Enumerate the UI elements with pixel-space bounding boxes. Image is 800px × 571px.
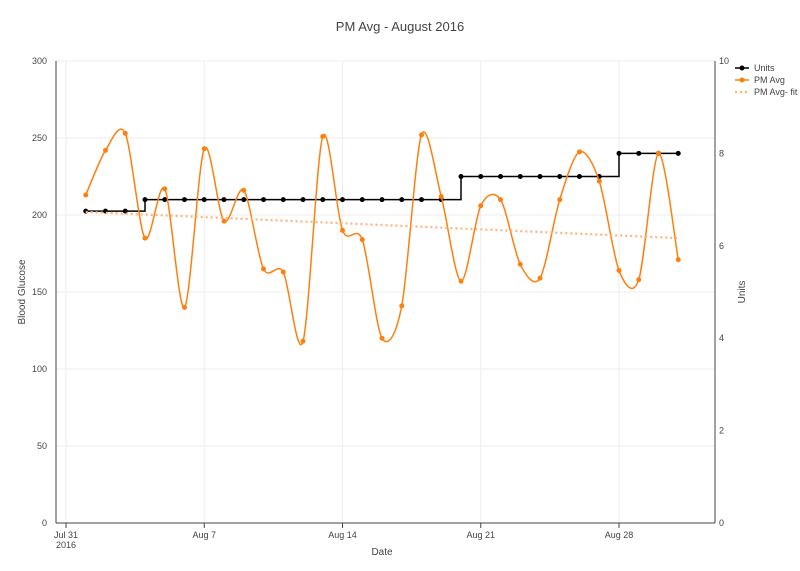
data-point-pm-avg <box>300 338 306 344</box>
y2-tick-label: 0 <box>719 518 724 528</box>
data-point-pm-avg <box>438 194 444 200</box>
data-point-pm-avg <box>577 149 582 155</box>
data-point-units <box>517 174 523 179</box>
y-tick-label: 300 <box>32 56 47 66</box>
data-point-units <box>577 174 582 179</box>
legend-label-units: Units <box>754 63 775 73</box>
data-point-pm-avg <box>122 130 128 136</box>
data-point-pm-avg <box>419 132 424 138</box>
y-tick-label: 250 <box>32 133 47 143</box>
data-point-units <box>261 197 266 203</box>
y-tick-label: 150 <box>32 287 47 297</box>
data-point-units <box>182 197 187 203</box>
chart-title: PM Avg - August 2016 <box>336 19 464 34</box>
data-point-units <box>616 150 622 156</box>
data-point-pm-avg <box>458 278 464 284</box>
y2-tick-label: 4 <box>719 333 724 343</box>
data-point-units <box>675 150 681 156</box>
data-point-units <box>122 208 128 214</box>
data-point-pm-avg <box>498 197 503 203</box>
data-point-units <box>221 197 227 203</box>
data-point-units <box>419 197 424 203</box>
series-line-pm-avg-fit <box>85 210 679 240</box>
y-tick-label: 200 <box>32 210 47 220</box>
x-tick-label: Aug 28 <box>605 530 634 540</box>
data-point-pm-avg <box>182 304 187 310</box>
data-point-pm-avg <box>103 147 108 153</box>
data-point-pm-avg <box>320 133 326 139</box>
y-tick-label: 0 <box>42 518 47 528</box>
data-point-units <box>162 197 168 203</box>
legend-marker-pm-avg <box>739 77 745 83</box>
x-tick-label: Aug 21 <box>466 530 495 540</box>
x-tick-label: Aug 7 <box>192 530 216 540</box>
data-point-pm-avg <box>557 197 563 203</box>
data-point-pm-avg <box>261 266 266 272</box>
data-point-pm-avg <box>241 187 247 193</box>
y-tick-label: 50 <box>37 441 47 451</box>
data-point-pm-avg <box>280 269 286 275</box>
data-point-units <box>300 197 306 203</box>
data-point-pm-avg <box>340 227 345 233</box>
plot-area <box>83 128 681 346</box>
legend-label-pm-avg: PM Avg <box>754 75 785 85</box>
y2-tick-label: 2 <box>719 426 724 436</box>
y2-tick-label: 10 <box>719 56 729 66</box>
data-point-units <box>399 197 405 203</box>
data-point-pm-avg <box>675 257 681 263</box>
data-point-pm-avg <box>478 203 484 209</box>
legend-marker-units <box>739 65 745 71</box>
data-point-units <box>498 174 503 179</box>
data-point-pm-avg <box>379 335 385 341</box>
data-point-units <box>537 174 543 179</box>
data-point-pm-avg <box>636 277 642 283</box>
data-point-units <box>379 197 385 203</box>
data-point-units <box>557 174 563 179</box>
data-point-units <box>320 197 326 203</box>
data-point-units <box>280 197 286 203</box>
data-point-units <box>241 197 247 203</box>
series-line-pm-avg <box>85 128 679 346</box>
data-point-pm-avg <box>399 303 405 309</box>
data-point-pm-avg <box>517 261 523 267</box>
data-point-pm-avg <box>596 178 602 184</box>
data-point-pm-avg <box>162 186 168 192</box>
data-point-units <box>359 197 365 203</box>
data-point-units <box>636 150 642 156</box>
data-point-pm-avg <box>83 192 89 198</box>
data-point-pm-avg <box>142 235 148 241</box>
series-line-units <box>85 152 679 212</box>
data-point-units <box>201 197 207 203</box>
legend: Units PM Avg PM Avg- fit <box>735 63 798 97</box>
data-point-pm-avg <box>616 267 622 273</box>
x-tick-label: Aug 14 <box>328 530 357 540</box>
y2-tick-label: 8 <box>719 148 724 158</box>
grid <box>56 60 715 523</box>
data-point-units <box>458 174 464 179</box>
x-tick-label: Jul 31 <box>54 530 78 540</box>
data-point-units <box>142 197 148 203</box>
data-point-pm-avg <box>537 275 543 281</box>
data-point-units <box>340 197 345 203</box>
legend-label-pm-avg-fit: PM Avg- fit <box>754 87 798 97</box>
x-tick-sublabel: 2016 <box>56 540 76 550</box>
y2-tick-label: 6 <box>719 241 724 251</box>
data-point-pm-avg <box>359 237 365 243</box>
data-point-pm-avg <box>221 218 227 224</box>
y2-axis-title: Units <box>737 281 748 304</box>
data-point-units <box>478 174 484 179</box>
x-axis-title: Date <box>371 547 393 558</box>
y-tick-label: 100 <box>32 364 47 374</box>
data-point-pm-avg <box>201 146 207 152</box>
data-point-pm-avg <box>656 150 661 156</box>
y-axis-title: Blood Glucose <box>17 259 28 324</box>
